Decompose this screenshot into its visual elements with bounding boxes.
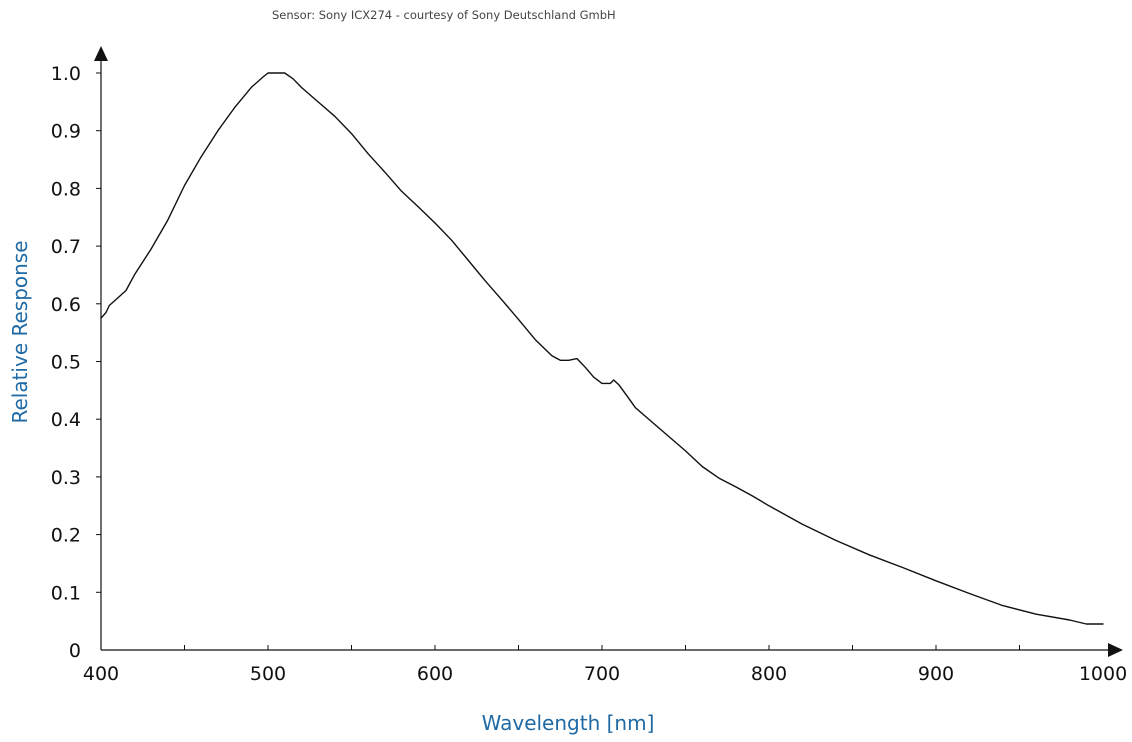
y-tick-label: 0.6	[51, 294, 81, 316]
x-axis-arrow-icon	[1108, 643, 1123, 657]
y-tick-label: 0.7	[51, 236, 81, 258]
y-tick-label: 0.4	[51, 409, 81, 431]
y-tick-label: 0.9	[51, 121, 81, 143]
y-axis-arrow-icon	[94, 46, 108, 61]
response-series-line	[100, 72, 1104, 625]
y-tick-label: 0.8	[51, 178, 81, 200]
x-tick-label: 500	[250, 663, 286, 685]
y-tick-label: 0.3	[51, 467, 81, 489]
x-tick-label: 600	[417, 663, 453, 685]
plot-area	[100, 72, 1104, 625]
chart-caption: Sensor: Sony ICX274 - courtesy of Sony D…	[272, 8, 616, 22]
y-tick-label: 1.0	[51, 63, 81, 85]
tick-marks	[96, 72, 1020, 650]
x-tick-label: 400	[83, 663, 119, 685]
y-tick-label: 0.1	[51, 582, 81, 604]
x-tick-label: 900	[918, 663, 954, 685]
x-axis-title: Wavelength [nm]	[482, 711, 655, 735]
y-tick-label: 0.2	[51, 525, 81, 547]
x-tick-label: 1000	[1079, 663, 1127, 685]
axes	[94, 46, 1123, 657]
x-tick-label: 700	[584, 663, 620, 685]
y-tick-label: 0	[69, 640, 81, 662]
y-tick-label: 0.5	[51, 352, 81, 374]
y-axis-title: Relative Response	[8, 240, 32, 423]
tick-labels: 0 0.1 0.2 0.3 0.4 0.5 0.6 0.7 0.8 0.9 1.0 400 500 600…	[51, 63, 1127, 685]
x-tick-label: 800	[751, 663, 787, 685]
